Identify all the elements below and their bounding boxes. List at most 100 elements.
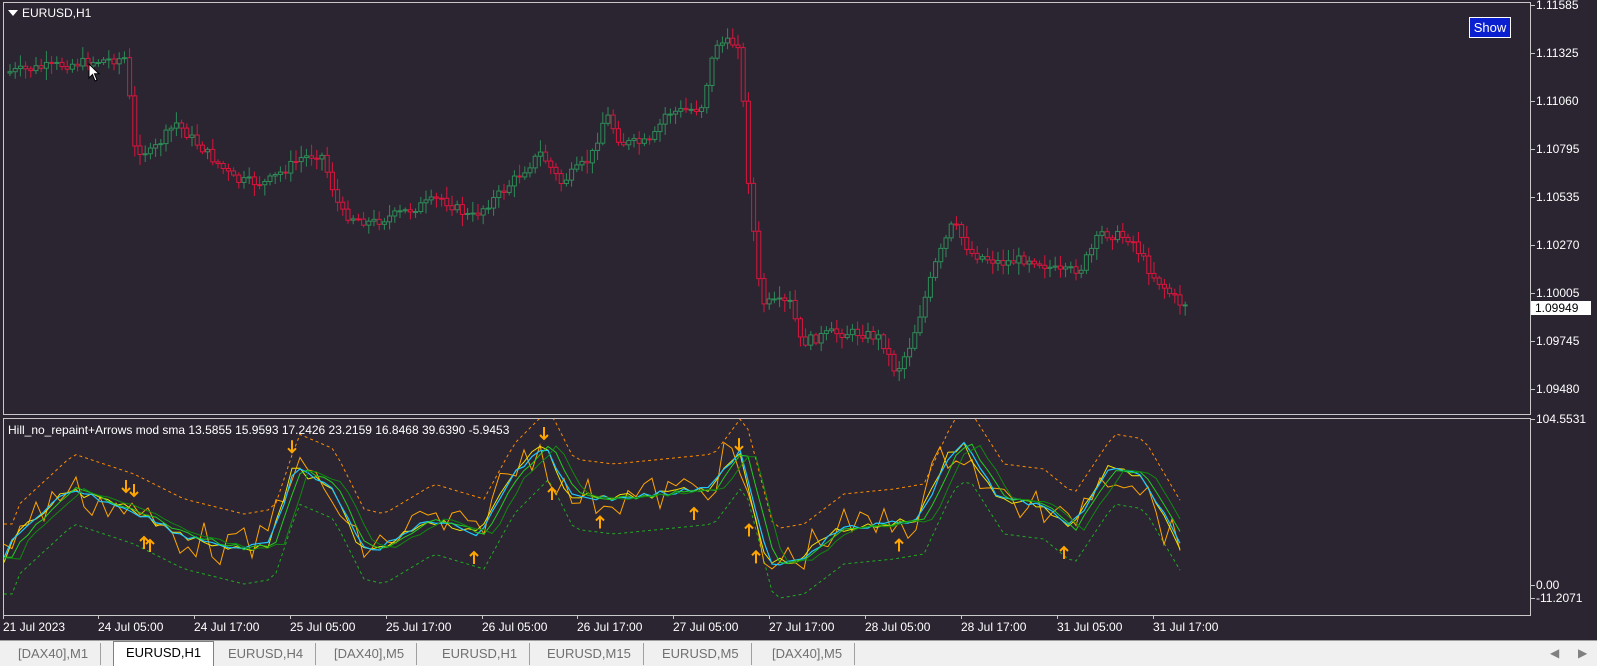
candle-body	[153, 144, 159, 149]
candle-body	[766, 298, 772, 305]
candle-body	[506, 185, 512, 193]
candle-body	[933, 261, 939, 278]
show-button[interactable]: Show	[1469, 17, 1511, 38]
candle-body	[168, 127, 174, 131]
tab-eurusd-h4[interactable]: EURUSD,H4	[216, 643, 317, 665]
candle-body	[974, 252, 980, 260]
candle-body	[277, 171, 283, 175]
candle-body	[371, 218, 377, 222]
candle-body	[641, 138, 647, 144]
candle-body	[808, 334, 814, 346]
tab-dax40-m1[interactable]: [DAX40],M1	[6, 643, 102, 665]
candle-body	[319, 154, 325, 160]
tab-eurusd-h1[interactable]: EURUSD,H1	[430, 643, 531, 665]
price-tick: 1.10270	[1530, 238, 1580, 252]
candle-body	[714, 44, 720, 59]
buy-arrow-icon	[547, 486, 557, 500]
candle-body	[449, 205, 455, 211]
candle-body	[158, 143, 164, 146]
candle-body	[1141, 253, 1147, 257]
dropdown-triangle-icon[interactable]	[8, 10, 18, 16]
indicator-pane[interactable]: Hill_no_repaint+Arrows mod sma 13.5855 1…	[3, 418, 1531, 616]
candle-body	[849, 328, 855, 336]
tab-eurusd-m15[interactable]: EURUSD,M15	[535, 643, 644, 665]
candle-body	[891, 353, 897, 372]
candle-body	[54, 61, 60, 64]
time-label: 26 Jul 05:00	[482, 615, 548, 634]
price-tick: 1.11585	[1531, 0, 1579, 12]
time-label: 25 Jul 05:00	[290, 615, 356, 634]
time-label: 25 Jul 17:00	[386, 615, 452, 634]
candle-body	[366, 220, 372, 226]
time-label: 27 Jul 05:00	[673, 615, 739, 634]
candle-body	[1068, 266, 1074, 269]
candle-body	[1177, 294, 1183, 306]
candle-body	[979, 256, 985, 260]
candle-body	[1120, 230, 1126, 238]
price-chart-pane[interactable]: EURUSD,H1 Show	[3, 2, 1531, 415]
candle-body	[75, 63, 81, 67]
candle-body	[704, 84, 710, 109]
tab-eurusd-m5[interactable]: EURUSD,M5	[650, 643, 752, 665]
candle-body	[740, 47, 746, 102]
price-tick: 1.11325	[1531, 46, 1579, 60]
tab-dax40-m5-2[interactable]: [DAX40],M5	[760, 643, 856, 665]
candle-body	[12, 68, 18, 73]
candle-body	[1167, 287, 1173, 295]
candle-body	[782, 297, 788, 301]
indicator-tick: 0.00	[1530, 578, 1560, 592]
tab-eurusd-h1-active[interactable]: EURUSD,H1	[113, 641, 215, 666]
candle-body	[475, 212, 481, 216]
candle-body	[90, 62, 96, 67]
candle-body	[101, 59, 107, 64]
indicator-tick: 104.5531	[1530, 412, 1587, 426]
candle-body	[865, 331, 871, 339]
candle-body	[454, 204, 460, 211]
price-axis[interactable]: 1.11585 1.11325 1.11060 1.10795 1.10535 …	[1530, 0, 1597, 416]
candle-body	[272, 173, 278, 177]
candle-body	[860, 335, 866, 339]
time-axis[interactable]: 21 Jul 2023 24 Jul 05:00 24 Jul 17:00 25…	[0, 615, 1531, 638]
buy-arrow-icon	[145, 538, 155, 552]
candle-body	[839, 333, 845, 338]
candle-body	[335, 189, 341, 203]
candle-body	[532, 155, 538, 169]
candle-body	[605, 114, 611, 124]
candle-body	[329, 171, 335, 191]
scroll-right-arrow-icon[interactable]: ▶	[1578, 646, 1588, 660]
candle-body	[953, 223, 959, 226]
time-label: 28 Jul 17:00	[961, 615, 1027, 634]
current-price-label: 1.09949	[1531, 301, 1591, 315]
candle-body	[418, 202, 424, 213]
candle-body	[709, 57, 715, 86]
candle-body	[917, 316, 923, 334]
buy-arrow-icon	[894, 538, 904, 552]
chart-tab-bar: [DAX40],M1 EURUSD,H1 EURUSD,H4 [DAX40],M…	[0, 640, 1597, 666]
candle-body	[288, 160, 294, 174]
candle-body	[647, 138, 653, 141]
candle-body	[95, 62, 101, 65]
time-label: 21 Jul 2023	[3, 615, 66, 634]
candle-body	[163, 129, 169, 145]
candle-body	[69, 63, 75, 70]
candle-body	[1063, 266, 1069, 270]
candle-body	[1135, 241, 1141, 255]
indicator-axis[interactable]: 104.5531 0.00 -11.2071	[1530, 412, 1597, 616]
candle-body	[17, 65, 23, 70]
scroll-left-arrow-icon[interactable]: ◀	[1550, 646, 1560, 660]
candle-body	[132, 95, 138, 147]
candle-body	[293, 160, 299, 163]
candle-body	[927, 276, 933, 298]
candle-body	[964, 236, 970, 250]
sell-arrow-icon	[539, 427, 549, 441]
tab-dax40-m5[interactable]: [DAX40],M5	[322, 643, 418, 665]
candle-body	[751, 182, 757, 232]
candle-body	[1031, 260, 1037, 265]
candle-body	[1089, 247, 1095, 256]
candle-body	[553, 166, 559, 175]
candle-body	[912, 332, 918, 349]
candle-body	[179, 122, 185, 129]
candle-body	[1109, 237, 1115, 241]
candle-body	[673, 110, 679, 115]
candle-body	[402, 209, 408, 212]
